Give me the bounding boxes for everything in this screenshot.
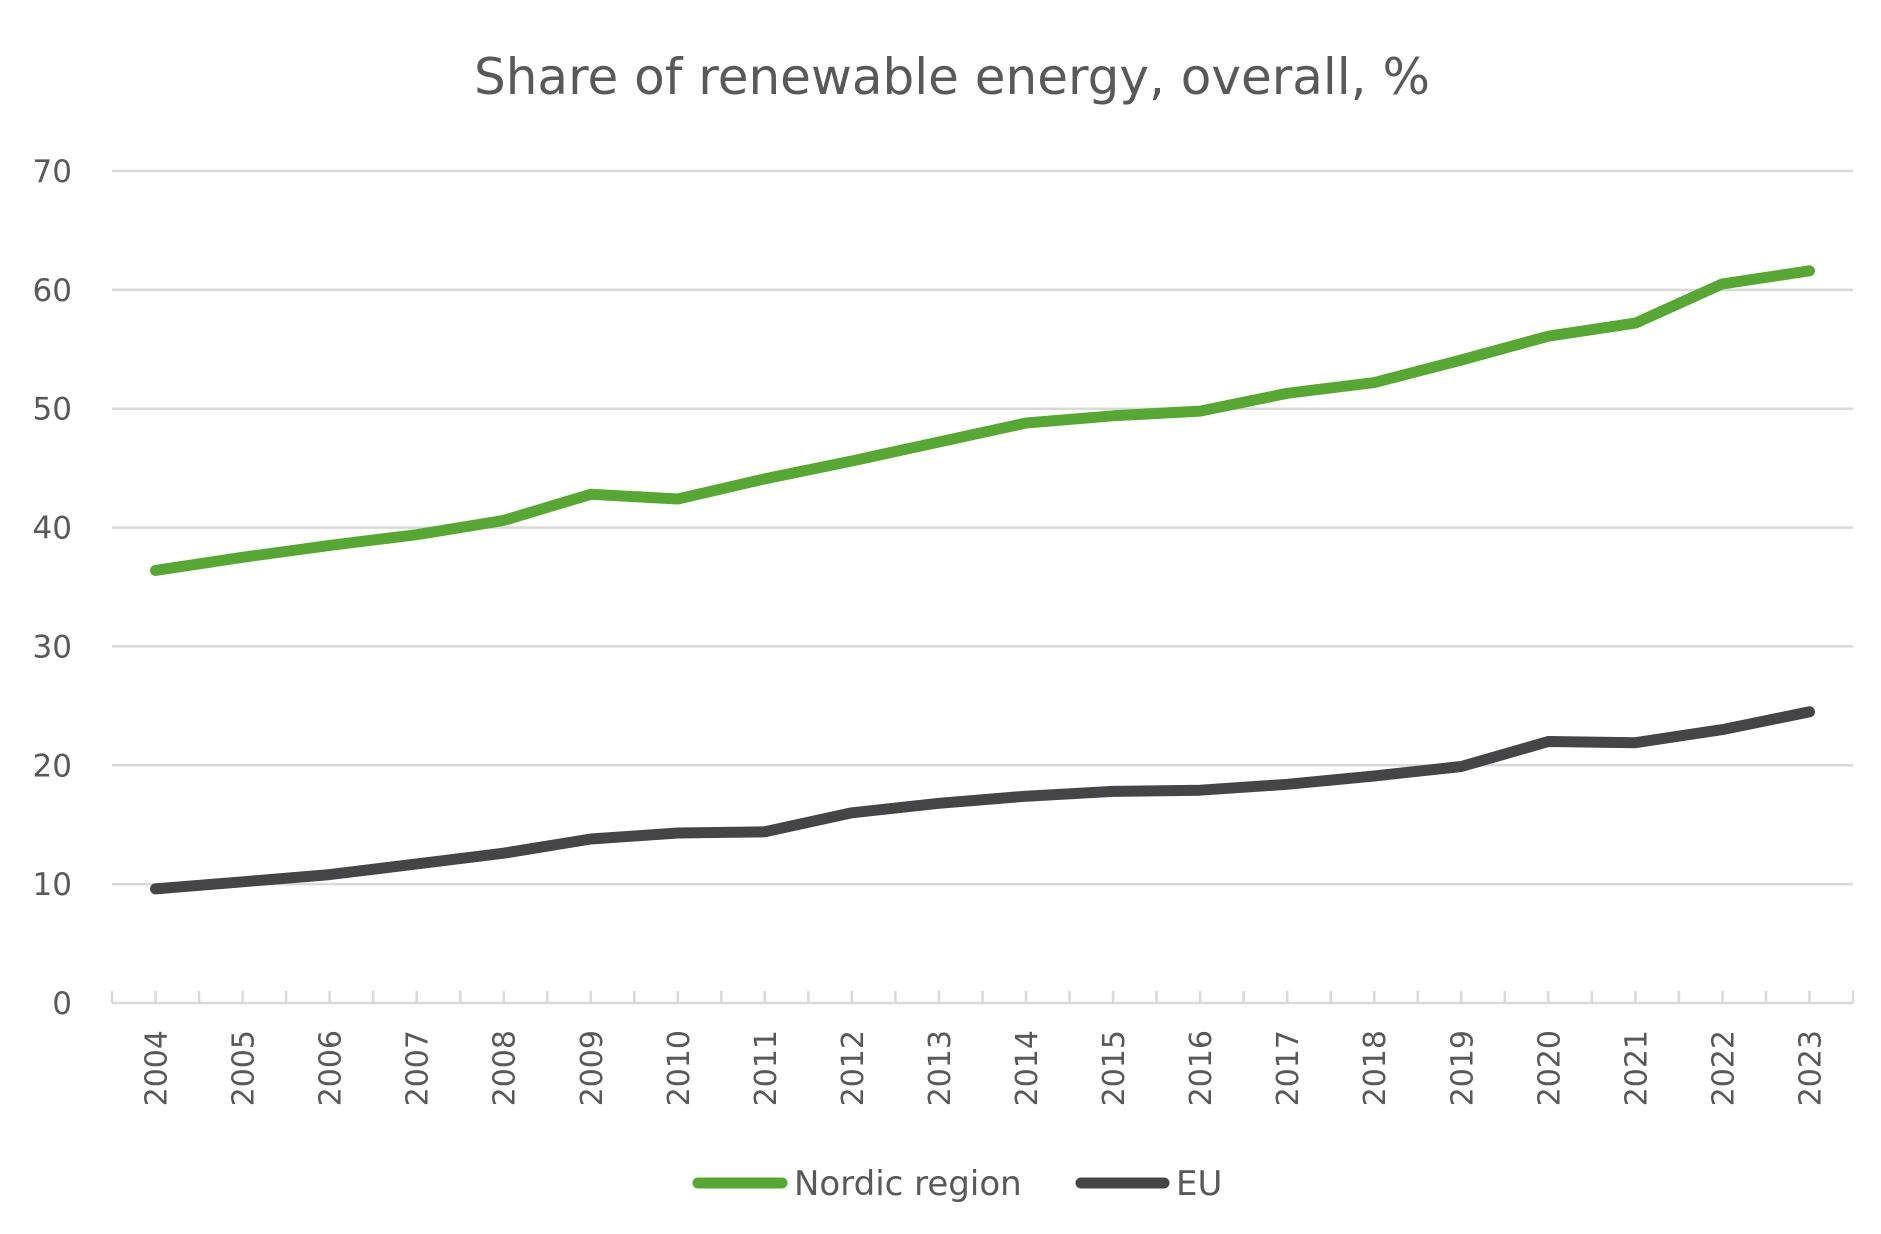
- x-tick-label: 2021: [1619, 1030, 1654, 1106]
- x-tick-label: 2022: [1706, 1030, 1741, 1106]
- x-tick-label: 2009: [575, 1030, 610, 1106]
- legend-label: Nordic region: [794, 1164, 1022, 1204]
- gridlines: [112, 169, 1853, 886]
- x-tick-label: 2006: [314, 1030, 349, 1106]
- x-tick-label: 2008: [488, 1030, 523, 1106]
- x-tick-label: 2004: [140, 1030, 175, 1106]
- legend-item[interactable]: Nordic region: [692, 1164, 1022, 1204]
- legend: Nordic region EU: [692, 1164, 1222, 1204]
- x-tick-label: 2018: [1358, 1030, 1393, 1106]
- x-tick-label: 2023: [1793, 1030, 1828, 1106]
- series-line-nordic-region: [150, 265, 1815, 576]
- y-tick-label: 50: [33, 392, 72, 428]
- x-tick-label: 2011: [749, 1030, 784, 1106]
- y-axis-ticks: 0 10 20 30 40 50 60 70: [33, 154, 72, 1022]
- x-tick-label: 2014: [1010, 1030, 1045, 1106]
- x-axis-ticks: 2004 2005 2006 2007 2008 2009 2010 2011 2012 2013…: [140, 1030, 1829, 1106]
- y-tick-label: 40: [33, 511, 72, 547]
- x-tick-label: 2005: [227, 1030, 262, 1106]
- legend-label: EU: [1176, 1164, 1222, 1204]
- x-tick-label: 2007: [401, 1030, 436, 1106]
- x-tick-label: 2012: [836, 1030, 871, 1106]
- x-tick-label: 2020: [1532, 1030, 1567, 1106]
- x-axis: [110, 991, 1855, 1005]
- x-tick-label: 2010: [662, 1030, 697, 1106]
- y-tick-label: 70: [33, 154, 72, 190]
- y-tick-label: 30: [33, 629, 72, 665]
- x-tick-label: 2017: [1271, 1030, 1306, 1106]
- x-tick-label: 2015: [1097, 1030, 1132, 1106]
- chart-title: Share of renewable energy, overall, %: [474, 48, 1430, 106]
- series-lines: [150, 265, 1815, 895]
- x-tick-label: 2016: [1184, 1030, 1219, 1106]
- y-tick-label: 20: [33, 748, 72, 784]
- y-tick-label: 0: [52, 986, 72, 1022]
- y-tick-label: 10: [33, 867, 72, 903]
- y-tick-label: 60: [33, 273, 72, 309]
- legend-item[interactable]: EU: [1075, 1164, 1222, 1204]
- series-line-eu: [150, 706, 1815, 895]
- x-tick-label: 2019: [1445, 1030, 1480, 1106]
- x-tick-label: 2013: [923, 1030, 958, 1106]
